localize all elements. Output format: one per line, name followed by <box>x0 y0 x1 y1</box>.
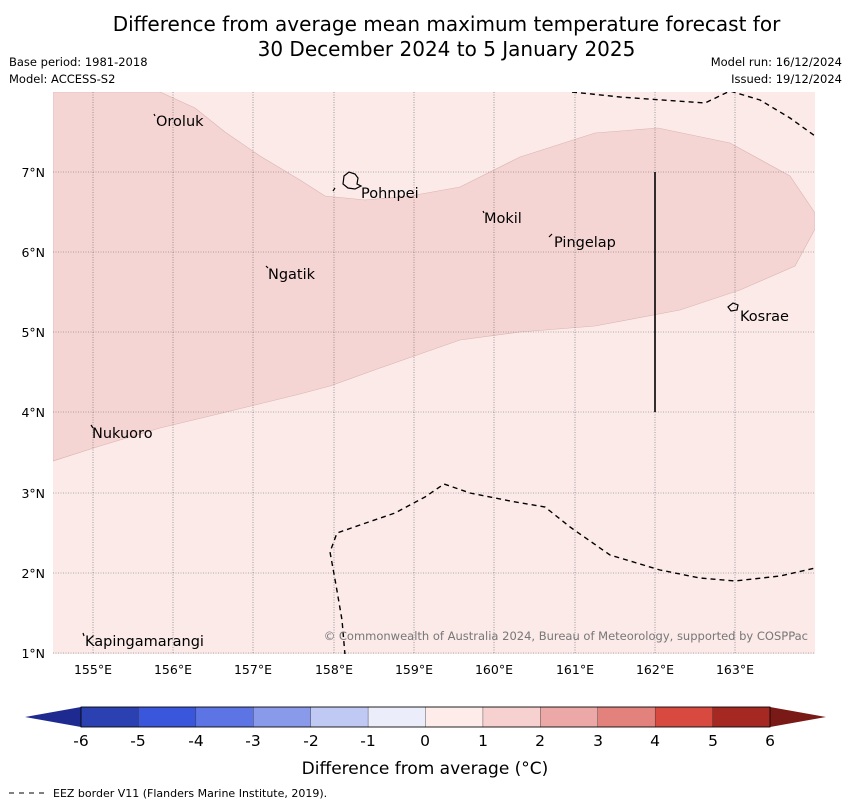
lon-label: 157°E <box>234 662 272 677</box>
label-nukuoro: Nukuoro <box>92 426 153 442</box>
colorbar: -6 -5 -4 -3 -2 -1 0 1 2 3 4 5 6 Differen… <box>25 706 826 779</box>
issued-date: Issued: 19/12/2024 <box>731 72 842 86</box>
colorbar-cell <box>482 706 541 728</box>
nukuoro-islet <box>90 424 94 429</box>
colorbar-tick-label: 0 <box>420 732 430 750</box>
eez-border-south <box>329 483 815 654</box>
colorbar-cell <box>80 706 139 728</box>
lon-label: 158°E <box>315 662 353 677</box>
lon-label: 162°E <box>636 662 674 677</box>
lat-label: 5°N <box>21 325 45 340</box>
map-area: Oroluk Pohnpei Mokil Pingelap Ngatik Kos… <box>53 92 815 654</box>
colorbar-tick-label: -5 <box>130 732 145 750</box>
oroluk-islet <box>153 113 156 117</box>
lat-label: 1°N <box>21 646 45 661</box>
colorbar-label: Difference from average (°C) <box>302 759 549 779</box>
pingelap-islet <box>548 233 553 238</box>
lon-label: 163°E <box>716 662 754 677</box>
colorbar-tick-label: -4 <box>188 732 203 750</box>
colorbar-cell <box>253 706 312 728</box>
lat-label: 3°N <box>21 486 45 501</box>
lon-label: 159°E <box>395 662 433 677</box>
model-name: Model: ACCESS-S2 <box>9 72 116 86</box>
colorbar-cell <box>425 706 484 728</box>
model-info: Base period: 1981-2018 Model: ACCESS-S2 <box>9 54 148 88</box>
colorbar-tick-label: 4 <box>650 732 660 750</box>
colorbar-max-extension <box>770 707 826 727</box>
model-run: Model run: 16/12/2024 <box>710 55 842 69</box>
lat-label: 2°N <box>21 566 45 581</box>
lon-label: 155°E <box>74 662 112 677</box>
colorbar-tick-label: 2 <box>535 732 545 750</box>
colorbar-tick-label: -1 <box>360 732 375 750</box>
pohnpei-islet <box>332 187 336 192</box>
colorbar-cell <box>540 706 599 728</box>
colorbar-tick-label: -3 <box>245 732 260 750</box>
copyright-notice: © Commonwealth of Australia 2024, Bureau… <box>324 629 808 643</box>
colorbar-cell <box>712 706 771 728</box>
lat-label: 7°N <box>21 165 45 180</box>
colorbar-tick-label: -2 <box>303 732 318 750</box>
ngatik-islet <box>265 265 269 269</box>
islands <box>82 113 739 637</box>
label-oroluk: Oroluk <box>156 114 204 130</box>
colorbar-ticks: -6 -5 -4 -3 -2 -1 0 1 2 3 4 5 6 <box>73 732 775 750</box>
lat-label: 4°N <box>21 405 45 420</box>
latitude-gridlines <box>53 171 815 654</box>
run-info: Model run: 16/12/2024 Issued: 19/12/2024 <box>711 54 842 88</box>
place-labels: Oroluk Pohnpei Mokil Pingelap Ngatik Kos… <box>85 114 789 650</box>
lon-label: 160°E <box>475 662 513 677</box>
mokil-islet <box>482 210 485 214</box>
latitude-labels: 7°N 6°N 5°N 4°N 3°N 2°N 1°N <box>21 165 45 661</box>
base-period: Base period: 1981-2018 <box>9 55 148 69</box>
colorbar-cell <box>195 706 254 728</box>
kosrae-outline <box>727 302 739 312</box>
colorbar-tick-label: 1 <box>478 732 488 750</box>
lon-label: 156°E <box>154 662 192 677</box>
title-line-2: 30 December 2024 to 5 January 2025 <box>257 37 636 61</box>
colorbar-cell <box>138 706 197 728</box>
colorbar-cells <box>80 706 771 728</box>
lon-label: 161°E <box>556 662 594 677</box>
pohnpei-outline <box>342 171 363 190</box>
label-pohnpei: Pohnpei <box>361 186 419 202</box>
colorbar-cell <box>367 706 427 728</box>
colorbar-tick-label: 6 <box>765 732 775 750</box>
eez-borders <box>329 92 815 654</box>
colorbar-frame <box>80 706 771 728</box>
eez-border-north <box>571 92 815 137</box>
label-ngatik: Ngatik <box>268 267 316 283</box>
label-mokil: Mokil <box>484 211 522 227</box>
lat-label: 6°N <box>21 245 45 260</box>
anomaly-region-1-2 <box>53 92 815 462</box>
colorbar-cell <box>654 706 714 728</box>
map-title: Difference from average mean maximum tem… <box>0 12 850 62</box>
colorbar-tick-label: 5 <box>708 732 718 750</box>
label-kapingamarangi: Kapingamarangi <box>85 634 204 650</box>
colorbar-min-extension <box>25 707 81 727</box>
eez-legend-text: EEZ border V11 (Flanders Marine Institut… <box>53 787 327 800</box>
kapingamarangi-islet <box>82 632 85 637</box>
colorbar-cell <box>597 706 656 728</box>
colorbar-cell <box>310 706 369 728</box>
colorbar-tick-label: -6 <box>73 732 88 750</box>
label-kosrae: Kosrae <box>740 309 789 325</box>
label-pingelap: Pingelap <box>554 235 616 251</box>
title-line-1: Difference from average mean maximum tem… <box>112 12 781 36</box>
longitude-labels: 155°E 156°E 157°E 158°E 159°E 160°E 161°… <box>74 662 754 677</box>
colorbar-tick-label: 3 <box>593 732 603 750</box>
